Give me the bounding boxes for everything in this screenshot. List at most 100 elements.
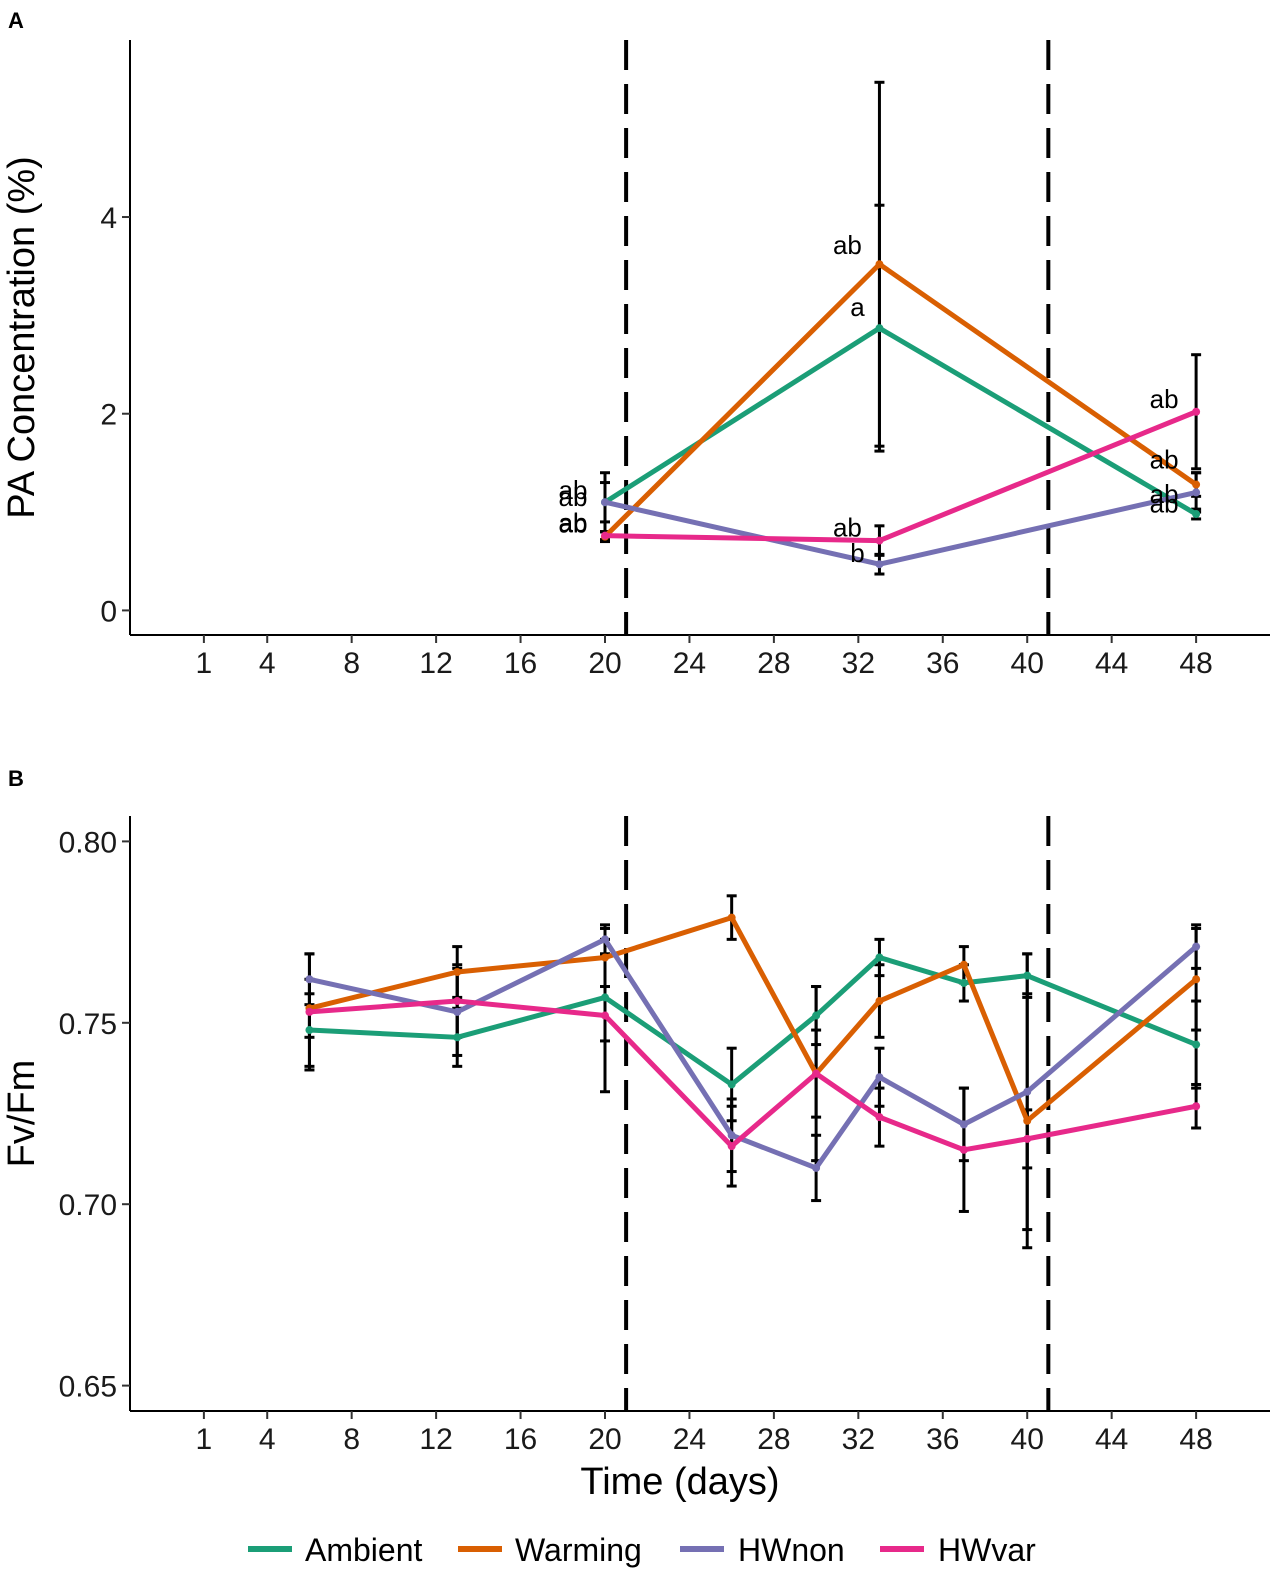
data-point-hwvar <box>959 1145 968 1154</box>
x-tick-label: 8 <box>343 1423 360 1456</box>
data-point-ambient <box>812 1011 821 1020</box>
x-tick-label: 12 <box>419 1423 452 1456</box>
data-point-hwnon <box>727 1131 736 1140</box>
significance-label: ab <box>833 513 862 543</box>
panel-b: B0.650.700.750.801 4 8 12 16 20 24 28 32 36 40 44 48… <box>1 766 1270 1503</box>
series-line-hwnon <box>604 489 1197 567</box>
x-tick-label: 4 <box>259 1423 276 1456</box>
data-point-hwvar <box>1192 407 1201 416</box>
significance-label: ab <box>559 508 588 538</box>
x-tick-label: 16 <box>504 647 537 680</box>
data-point-ambient <box>875 953 884 962</box>
y-tick-label: 0.80 <box>59 826 117 859</box>
y-tick-label: 0.75 <box>59 1008 117 1041</box>
x-tick-label: 40 <box>1011 647 1044 680</box>
data-point-ambient <box>727 1080 736 1089</box>
x-tick-label: 8 <box>343 647 360 680</box>
significance-label: ab <box>1150 488 1179 518</box>
data-point-hwnon <box>875 1073 884 1082</box>
data-point-warming <box>1023 1116 1032 1125</box>
data-point-hwnon <box>959 1120 968 1129</box>
data-point-hwnon <box>875 560 884 569</box>
x-tick-label: 32 <box>842 1423 875 1456</box>
significance-label: ab <box>559 482 588 512</box>
y-tick-label: 0.70 <box>59 1189 117 1222</box>
x-tick-label: 24 <box>673 647 706 680</box>
significance-label: ab <box>559 509 588 539</box>
significance-label: ab <box>1150 479 1179 509</box>
data-point-ambient <box>601 993 609 1002</box>
y-tick-label: 0 <box>100 595 117 628</box>
significance-label: ab <box>1150 384 1179 414</box>
data-point-warming <box>1192 975 1201 984</box>
data-point-hwvar <box>601 1011 609 1020</box>
x-tick-label: 16 <box>504 1423 537 1456</box>
significance-label: ab <box>559 475 588 505</box>
x-tick-label: 48 <box>1179 1423 1212 1456</box>
data-point-hwvar <box>1192 1102 1201 1111</box>
data-point-ambient <box>305 1026 314 1035</box>
data-point-hwnon <box>453 1007 462 1016</box>
data-point-hwnon <box>601 498 609 507</box>
data-point-hwnon <box>1192 488 1201 497</box>
legend-label-ambient: Ambient <box>305 1532 423 1568</box>
y-tick-label: 4 <box>100 202 117 235</box>
legend-label-hwnon: HWnon <box>738 1532 845 1568</box>
significance-label: ab <box>833 230 862 260</box>
legend-label-warming: Warming <box>515 1532 642 1568</box>
x-tick-label: 36 <box>926 1423 959 1456</box>
x-tick-label: 24 <box>673 1423 706 1456</box>
data-point-hwvar <box>875 536 884 545</box>
data-point-hwvar <box>1023 1134 1032 1143</box>
x-tick-label: 48 <box>1179 647 1212 680</box>
data-point-warming <box>959 960 968 969</box>
significance-label: b <box>850 538 864 568</box>
data-point-warming <box>453 968 462 977</box>
data-point-warming <box>1192 480 1201 489</box>
data-point-warming <box>875 260 884 269</box>
data-point-ambient <box>875 324 884 333</box>
y-axis-title: Fv/Fm <box>1 1060 43 1168</box>
x-tick-label: 1 <box>196 647 213 680</box>
data-point-hwnon <box>1192 942 1201 951</box>
data-point-warming <box>875 997 884 1006</box>
data-point-ambient <box>959 978 968 987</box>
panel-letter: A <box>8 8 24 33</box>
data-point-hwvar <box>453 997 462 1006</box>
legend-label-hwvar: HWvar <box>938 1532 1036 1568</box>
data-point-ambient <box>1023 971 1032 980</box>
x-axis-title: Time (days) <box>580 1461 779 1503</box>
data-point-hwvar <box>875 1113 884 1122</box>
series-line-warming <box>308 915 1198 1124</box>
y-axis-title: PA Concentration (%) <box>1 156 43 519</box>
x-tick-label: 20 <box>588 647 621 680</box>
data-point-ambient <box>1192 1040 1201 1049</box>
data-point-hwvar <box>812 1069 821 1078</box>
x-tick-label: 36 <box>926 647 959 680</box>
x-tick-label: 32 <box>842 647 875 680</box>
x-tick-label: 1 <box>196 1423 213 1456</box>
series-line-hwvar <box>309 998 1197 1153</box>
y-tick-label: 0.65 <box>59 1371 117 1404</box>
data-point-ambient <box>1192 510 1201 519</box>
significance-label: ab <box>1150 445 1179 475</box>
data-point-hwvar <box>305 1007 314 1016</box>
panel-letter: B <box>8 766 24 791</box>
data-point-hwvar <box>601 531 609 540</box>
data-point-warming <box>727 913 736 922</box>
x-tick-label: 28 <box>757 1423 790 1456</box>
series-line-warming <box>603 261 1198 539</box>
data-point-hwnon <box>812 1163 821 1172</box>
y-tick-label: 2 <box>100 399 117 432</box>
x-tick-label: 12 <box>419 647 452 680</box>
data-point-hwnon <box>601 935 609 944</box>
x-tick-label: 44 <box>1095 647 1128 680</box>
data-point-ambient <box>453 1033 462 1042</box>
x-tick-label: 20 <box>588 1423 621 1456</box>
data-point-hwvar <box>727 1142 736 1151</box>
x-tick-label: 28 <box>757 647 790 680</box>
x-tick-label: 40 <box>1011 1423 1044 1456</box>
data-point-warming <box>601 953 609 962</box>
